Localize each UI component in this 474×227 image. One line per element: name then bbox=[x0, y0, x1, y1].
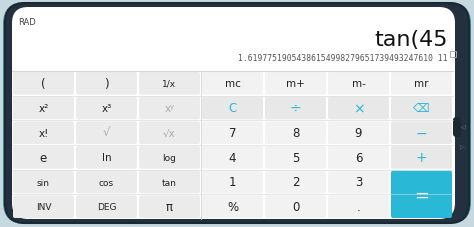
FancyBboxPatch shape bbox=[13, 195, 74, 218]
Text: ▷: ▷ bbox=[460, 145, 465, 150]
FancyBboxPatch shape bbox=[76, 171, 137, 193]
Text: mc: mc bbox=[225, 79, 240, 89]
FancyBboxPatch shape bbox=[265, 122, 326, 144]
Text: 8: 8 bbox=[292, 127, 299, 140]
FancyBboxPatch shape bbox=[265, 97, 326, 120]
FancyBboxPatch shape bbox=[202, 195, 263, 218]
Text: 5: 5 bbox=[292, 151, 299, 164]
FancyBboxPatch shape bbox=[139, 146, 200, 169]
Text: cos: cos bbox=[99, 178, 114, 187]
Text: 2: 2 bbox=[292, 176, 299, 189]
Text: x²: x² bbox=[38, 104, 49, 114]
Text: √: √ bbox=[103, 127, 110, 140]
FancyBboxPatch shape bbox=[76, 122, 137, 144]
FancyBboxPatch shape bbox=[391, 73, 452, 95]
FancyBboxPatch shape bbox=[265, 146, 326, 169]
FancyBboxPatch shape bbox=[13, 97, 74, 120]
FancyBboxPatch shape bbox=[139, 122, 200, 144]
Text: C: C bbox=[228, 102, 237, 115]
Text: RAD: RAD bbox=[18, 18, 36, 27]
FancyBboxPatch shape bbox=[76, 146, 137, 169]
FancyBboxPatch shape bbox=[139, 73, 200, 95]
FancyBboxPatch shape bbox=[391, 122, 452, 144]
FancyBboxPatch shape bbox=[13, 122, 74, 144]
FancyBboxPatch shape bbox=[202, 97, 263, 120]
FancyBboxPatch shape bbox=[139, 195, 200, 218]
Text: 7: 7 bbox=[229, 127, 236, 140]
FancyBboxPatch shape bbox=[265, 195, 326, 218]
FancyBboxPatch shape bbox=[139, 171, 200, 193]
Text: 6: 6 bbox=[355, 151, 362, 164]
FancyBboxPatch shape bbox=[328, 122, 389, 144]
FancyBboxPatch shape bbox=[76, 97, 137, 120]
Text: m-: m- bbox=[352, 79, 365, 89]
FancyBboxPatch shape bbox=[265, 171, 326, 193]
Text: log: log bbox=[163, 153, 176, 162]
Text: ×: × bbox=[353, 101, 365, 116]
Text: =: = bbox=[414, 185, 429, 203]
Text: DEG: DEG bbox=[97, 202, 116, 211]
FancyBboxPatch shape bbox=[5, 4, 469, 223]
Text: .: . bbox=[356, 200, 360, 213]
FancyBboxPatch shape bbox=[265, 73, 326, 95]
FancyBboxPatch shape bbox=[76, 195, 137, 218]
Text: (: ( bbox=[41, 77, 46, 90]
FancyBboxPatch shape bbox=[391, 97, 452, 120]
FancyBboxPatch shape bbox=[202, 146, 263, 169]
Text: x³: x³ bbox=[101, 104, 111, 114]
Text: x!: x! bbox=[38, 128, 49, 138]
Text: tan(45: tan(45 bbox=[374, 30, 448, 50]
Text: m+: m+ bbox=[286, 79, 305, 89]
Text: mr: mr bbox=[414, 79, 429, 89]
FancyBboxPatch shape bbox=[76, 73, 137, 95]
FancyBboxPatch shape bbox=[391, 146, 452, 169]
Text: +: + bbox=[416, 151, 428, 165]
Text: INV: INV bbox=[36, 202, 51, 211]
Text: 0: 0 bbox=[292, 200, 299, 213]
FancyBboxPatch shape bbox=[391, 171, 452, 218]
FancyBboxPatch shape bbox=[202, 122, 263, 144]
Bar bbox=[450, 52, 456, 58]
Text: ln: ln bbox=[102, 153, 111, 163]
FancyBboxPatch shape bbox=[12, 8, 455, 219]
Text: 1.61977519054386154998279651739493247610 11: 1.61977519054386154998279651739493247610… bbox=[238, 54, 448, 63]
Text: tan: tan bbox=[162, 178, 177, 187]
Text: −: − bbox=[416, 126, 428, 140]
Text: 1/x: 1/x bbox=[163, 79, 176, 89]
FancyBboxPatch shape bbox=[328, 195, 389, 218]
Text: 3: 3 bbox=[355, 176, 362, 189]
Text: 4: 4 bbox=[229, 151, 236, 164]
Text: ): ) bbox=[104, 77, 109, 90]
Text: π: π bbox=[166, 200, 173, 213]
Text: ◁: ◁ bbox=[460, 125, 465, 130]
FancyBboxPatch shape bbox=[328, 146, 389, 169]
Text: %: % bbox=[227, 200, 238, 213]
Text: ÷: ÷ bbox=[290, 101, 301, 116]
FancyBboxPatch shape bbox=[453, 118, 461, 137]
Text: √x: √x bbox=[163, 128, 176, 138]
FancyBboxPatch shape bbox=[328, 171, 389, 193]
Text: xʸ: xʸ bbox=[164, 104, 174, 114]
FancyBboxPatch shape bbox=[328, 73, 389, 95]
Text: 9: 9 bbox=[355, 127, 362, 140]
FancyBboxPatch shape bbox=[202, 171, 263, 193]
Text: e: e bbox=[40, 151, 47, 164]
FancyBboxPatch shape bbox=[202, 73, 263, 95]
FancyBboxPatch shape bbox=[328, 97, 389, 120]
FancyBboxPatch shape bbox=[13, 171, 74, 193]
Text: 1: 1 bbox=[229, 176, 236, 189]
FancyBboxPatch shape bbox=[3, 3, 471, 224]
FancyBboxPatch shape bbox=[13, 73, 74, 95]
Text: ⌫: ⌫ bbox=[413, 102, 430, 115]
FancyBboxPatch shape bbox=[13, 146, 74, 169]
Text: sin: sin bbox=[37, 178, 50, 187]
FancyBboxPatch shape bbox=[139, 97, 200, 120]
